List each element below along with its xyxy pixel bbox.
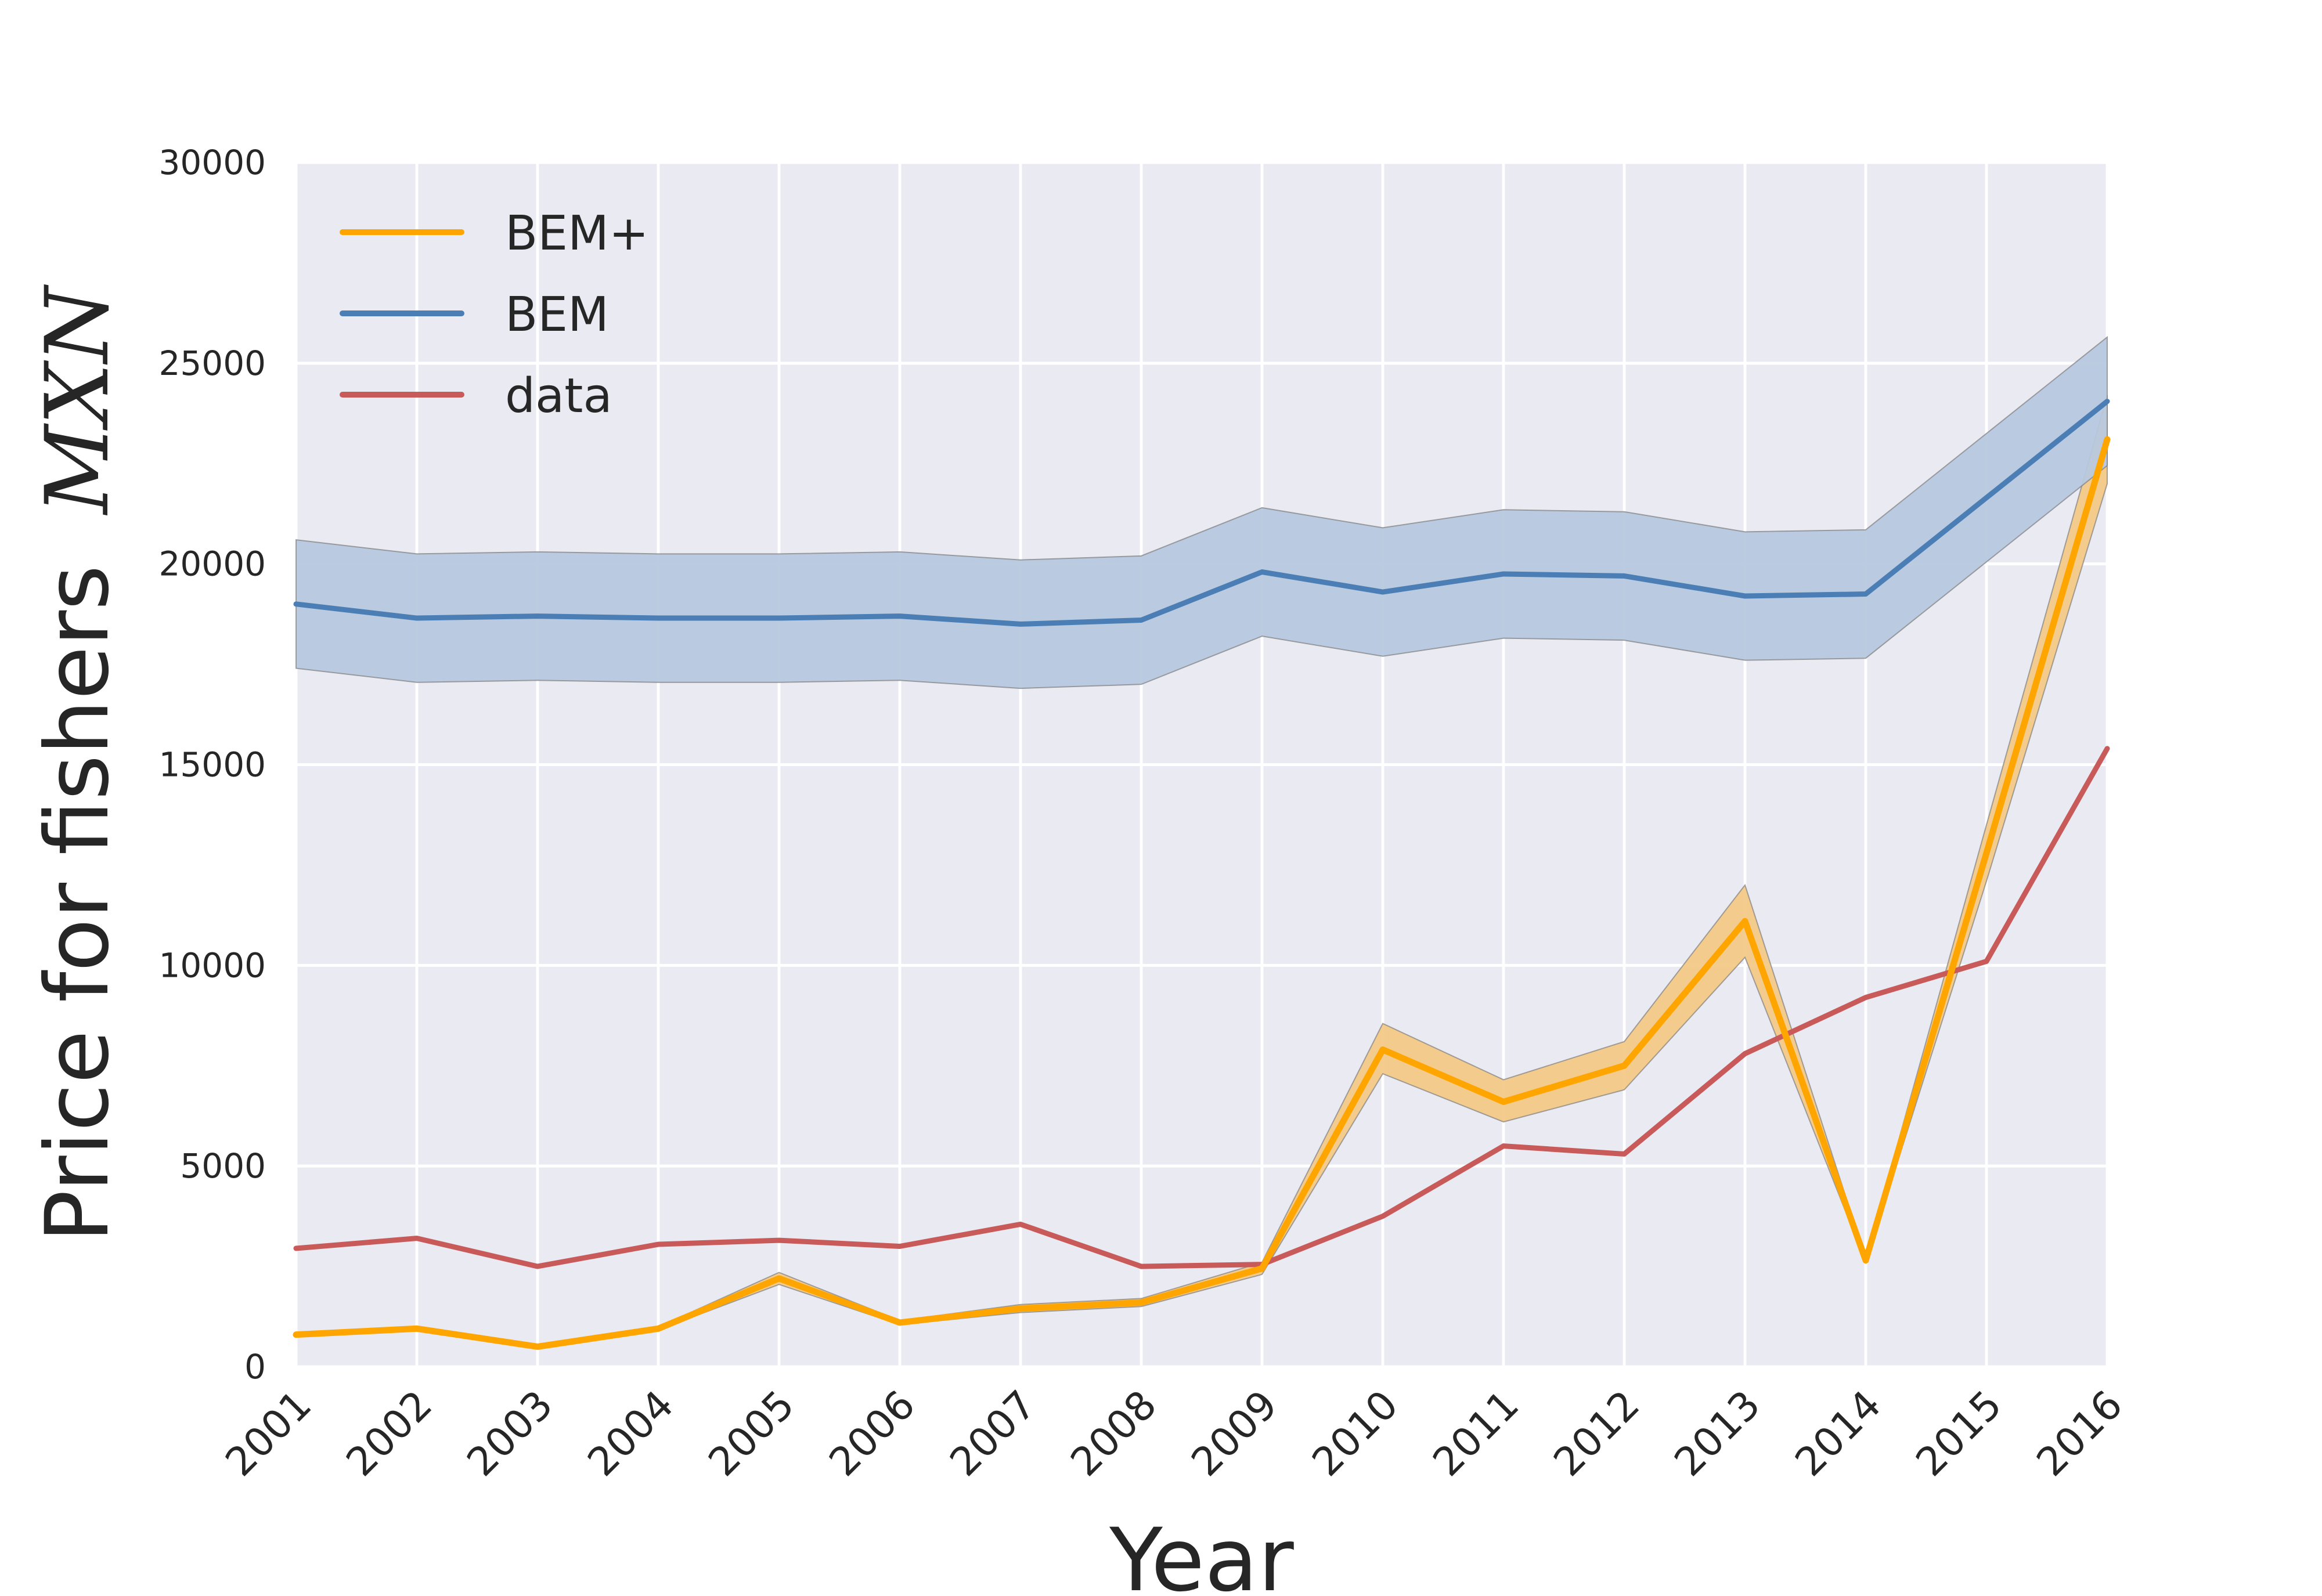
legend-label: data [505, 369, 612, 424]
y-tick-label: 30000 [158, 143, 266, 182]
y-tick-label: 25000 [158, 344, 266, 383]
y-axis-title-unit: MXN [27, 284, 128, 515]
y-tick-label: 0 [244, 1347, 266, 1386]
x-tick-label: 2005 [700, 1382, 803, 1485]
x-tick-label: 2004 [579, 1382, 683, 1485]
y-axis-title: Price for fishers MXN [27, 284, 128, 1242]
legend-label: BEM [505, 287, 609, 342]
series-lines [293, 399, 2111, 1350]
legend: BEM+ BEM data [340, 206, 649, 424]
x-tick-label: 2001 [217, 1382, 320, 1485]
x-tick-label: 2006 [821, 1382, 924, 1485]
y-tick-label: 20000 [158, 544, 266, 584]
x-axis-title: Year [1109, 1510, 1294, 1596]
x-tick-label: 2008 [1062, 1382, 1166, 1485]
x-tick-label: 2015 [1908, 1382, 2011, 1485]
x-tick-label: 2014 [1787, 1382, 1890, 1485]
line-bem-series [293, 399, 2110, 627]
x-tick-label: 2011 [1425, 1382, 1528, 1485]
band-bem [295, 335, 2108, 689]
x-tick-label: 2012 [1545, 1382, 1649, 1485]
line-data-series [293, 746, 2110, 1269]
x-tick-label: 2016 [2028, 1382, 2132, 1485]
y-tick-label: 10000 [158, 945, 266, 985]
y-tick-label: 15000 [158, 745, 266, 785]
y-tick-labels: 0 5000 10000 15000 20000 25000 30000 [158, 143, 266, 1386]
y-tick-label: 5000 [180, 1146, 266, 1186]
legend-label: BEM+ [505, 206, 649, 261]
x-tick-label: 2003 [459, 1382, 562, 1485]
x-tick-label: 2010 [1304, 1382, 1407, 1485]
x-tick-label: 2007 [942, 1382, 1045, 1485]
x-tick-label: 2009 [1183, 1382, 1286, 1485]
x-tick-label: 2013 [1666, 1382, 1769, 1485]
x-tick-labels: 2001 2002 2003 2004 2005 2006 2007 2008 2009 2010… [217, 1382, 2132, 1485]
line-bem--series [293, 436, 2111, 1350]
x-tick-label: 2002 [338, 1382, 441, 1485]
y-axis-title-text: Price for fishers [27, 565, 128, 1242]
grid [294, 161, 2109, 1368]
